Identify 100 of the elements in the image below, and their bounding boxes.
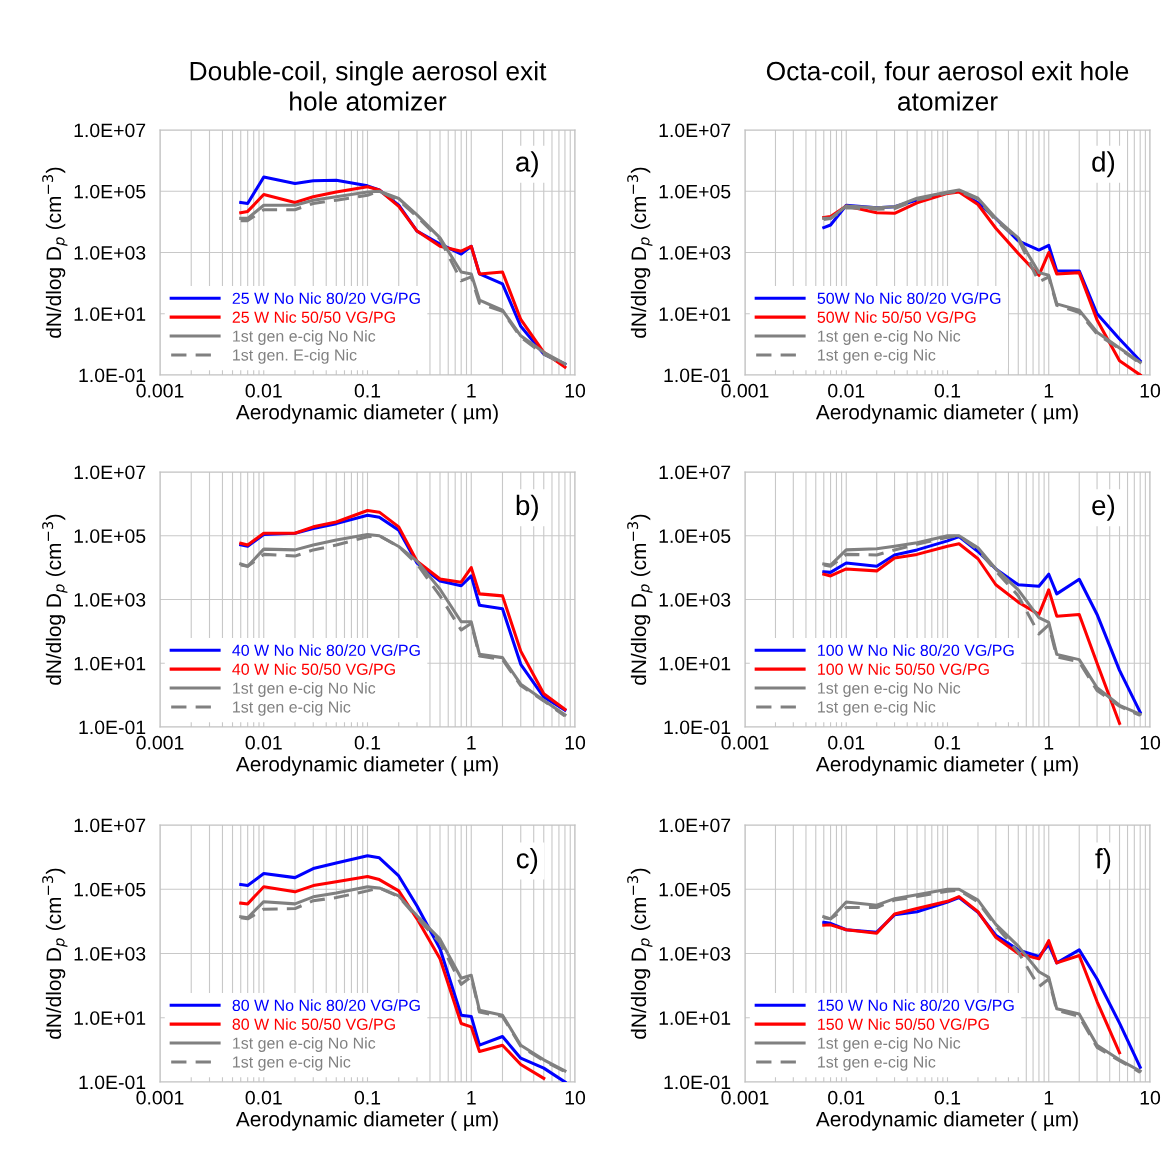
x-axis-title: Aerodynamic diameter ( µm): [235, 404, 498, 424]
y-axis-title: dN/dlog D$_{p}$ (cm$^{−3}$): [627, 167, 653, 338]
x-tick-label: 0.001: [721, 1090, 769, 1105]
annotation: e): [1092, 494, 1115, 521]
y-tick-label: 1.0E+01: [74, 656, 146, 671]
y-tick-label: 1.0E+01: [74, 1011, 146, 1025]
annotation: c): [516, 848, 538, 874]
x-tick-label: 1: [1044, 1091, 1054, 1105]
y-tick-label: 1.0E+01: [659, 307, 731, 321]
y-tick-label: 1.0E-01: [79, 368, 146, 383]
x-axis-title: Aerodynamic diameter ( µm): [815, 404, 1078, 424]
y-tick-label: 1.0E+03: [659, 592, 731, 607]
x-tick-label: 0.1: [354, 1090, 381, 1105]
x-tick-label: 1: [467, 1091, 476, 1105]
x-tick-label: 0.01: [245, 1090, 282, 1105]
legend-label: 40 W No Nic 80/20 VG/PG: [232, 644, 420, 657]
x-axis-title: Aerodynamic diameter ( µm): [815, 1111, 1078, 1131]
y-tick-label: 1.0E+07: [659, 818, 731, 833]
legend-label: 50W Nic 50/50 VG/PG: [817, 311, 976, 323]
legend-label: 80 W Nic 50/50 VG/PG: [232, 1018, 395, 1030]
legend-label: 1st gen e-cig No Nic: [818, 1037, 961, 1052]
chart-title: Double-coil, single aerosol exit hole atomizer: [190, 61, 547, 111]
legend-label: 100 W No Nic 80/20 VG/PG: [818, 644, 1014, 657]
y-tick-label: 1.0E+05: [659, 184, 731, 199]
x-tick-label: 0.01: [245, 735, 282, 750]
x-tick-label: 1: [1044, 384, 1054, 398]
y-tick-label: 1.0E-01: [664, 1075, 731, 1090]
legend-label: 50W No Nic 80/20 VG/PG: [817, 292, 1001, 305]
y-tick-label: 1.0E+07: [74, 465, 146, 480]
legend-label: 1st gen e-cig No Nic: [233, 682, 376, 697]
legend-label: 150 W Nic 50/50 VG/PG: [818, 1018, 989, 1030]
y-tick-label: 1.0E+03: [74, 592, 146, 607]
x-tick-label: 0.001: [136, 383, 184, 398]
x-tick-label: 0.001: [136, 735, 184, 750]
y-tick-label: 1.0E-01: [79, 1075, 146, 1090]
x-tick-label: 1: [467, 736, 476, 750]
y-tick-label: 1.0E+03: [74, 245, 146, 260]
y-tick-label: 1.0E+07: [74, 818, 146, 833]
y-tick-label: 1.0E+05: [74, 529, 146, 543]
chart-title: Octa-coil, four aerosol exit hole atomizer: [766, 61, 1129, 111]
y-tick-label: 1.0E+05: [74, 882, 146, 897]
x-tick-label: 0.1: [354, 735, 381, 750]
y-tick-label: 1.0E+05: [659, 882, 731, 897]
annotation: d): [1092, 151, 1115, 178]
annotation: f): [1095, 848, 1111, 874]
legend-label: 1st gen e-cig Nic: [233, 700, 351, 716]
legend-label: 1st gen. E-cig Nic: [233, 348, 357, 364]
annotation: b): [516, 494, 538, 521]
y-axis-title: dN/dlog D$_{p}$ (cm$^{−3}$): [627, 868, 653, 1039]
x-axis-title: Aerodynamic diameter ( µm): [815, 756, 1078, 776]
x-tick-label: 0.1: [934, 383, 961, 398]
legend-label: 1st gen e-cig No Nic: [818, 330, 961, 345]
y-tick-label: 1.0E+01: [659, 1011, 731, 1025]
x-tick-label: 1: [1044, 736, 1054, 750]
y-tick-label: 1.0E+07: [659, 465, 731, 480]
y-tick-label: 1.0E-01: [664, 368, 731, 383]
y-axis-title: dN/dlog D$_{p}$ (cm$^{−3}$): [42, 167, 68, 338]
x-tick-label: 0.001: [136, 1090, 184, 1105]
x-tick-label: 10: [565, 735, 586, 750]
y-tick-label: 1.0E+03: [74, 946, 146, 961]
x-tick-label: 0.1: [354, 383, 381, 398]
y-tick-label: 1.0E+05: [74, 184, 146, 199]
x-tick-label: 0.01: [245, 383, 282, 398]
x-tick-label: 0.01: [828, 383, 865, 398]
x-tick-label: 0.1: [934, 735, 961, 750]
legend-label: 1st gen e-cig No Nic: [233, 1037, 376, 1052]
x-tick-label: 10: [565, 1090, 586, 1105]
y-tick-label: 1.0E+03: [659, 946, 731, 961]
x-tick-label: 1: [467, 384, 476, 398]
x-axis-title: Aerodynamic diameter ( µm): [235, 1111, 498, 1131]
y-tick-label: 1.0E+07: [74, 123, 146, 138]
legend-label: 1st gen e-cig Nic: [818, 700, 936, 716]
legend-label: 100 W Nic 50/50 VG/PG: [818, 663, 989, 675]
legend-label: 25 W Nic 50/50 VG/PG: [232, 311, 395, 323]
y-axis-title: dN/dlog D$_{p}$ (cm$^{−3}$): [42, 868, 68, 1039]
y-tick-label: 1.0E+05: [659, 529, 731, 543]
y-tick-label: 1.0E+03: [659, 245, 731, 260]
y-tick-label: 1.0E-01: [79, 720, 146, 735]
y-tick-label: 1.0E+01: [74, 307, 146, 321]
x-tick-label: 10: [1140, 735, 1161, 750]
x-tick-label: 0.01: [828, 735, 865, 750]
legend-label: 1st gen e-cig Nic: [233, 1055, 351, 1071]
legend-label: 1st gen e-cig No Nic: [233, 330, 376, 345]
y-tick-label: 1.0E+07: [659, 123, 731, 138]
legend-label: 80 W No Nic 80/20 VG/PG: [232, 999, 420, 1012]
x-tick-label: 10: [1140, 1090, 1161, 1105]
y-axis-title: dN/dlog D$_{p}$ (cm$^{−3}$): [627, 514, 653, 685]
x-tick-label: 0.001: [721, 735, 769, 750]
legend-label: 40 W Nic 50/50 VG/PG: [232, 663, 395, 675]
x-tick-label: 10: [565, 383, 586, 398]
y-tick-label: 1.0E+01: [659, 656, 731, 671]
legend-label: 1st gen e-cig Nic: [818, 348, 936, 364]
x-tick-label: 10: [1140, 383, 1161, 398]
legend-label: 150 W No Nic 80/20 VG/PG: [818, 999, 1014, 1012]
x-axis-title: Aerodynamic diameter ( µm): [235, 756, 498, 776]
legend-label: 25 W No Nic 80/20 VG/PG: [232, 292, 420, 305]
x-tick-label: 0.001: [721, 383, 769, 398]
legend-label: 1st gen e-cig Nic: [818, 1055, 936, 1071]
y-tick-label: 1.0E-01: [664, 720, 731, 735]
x-tick-label: 0.01: [828, 1090, 865, 1105]
